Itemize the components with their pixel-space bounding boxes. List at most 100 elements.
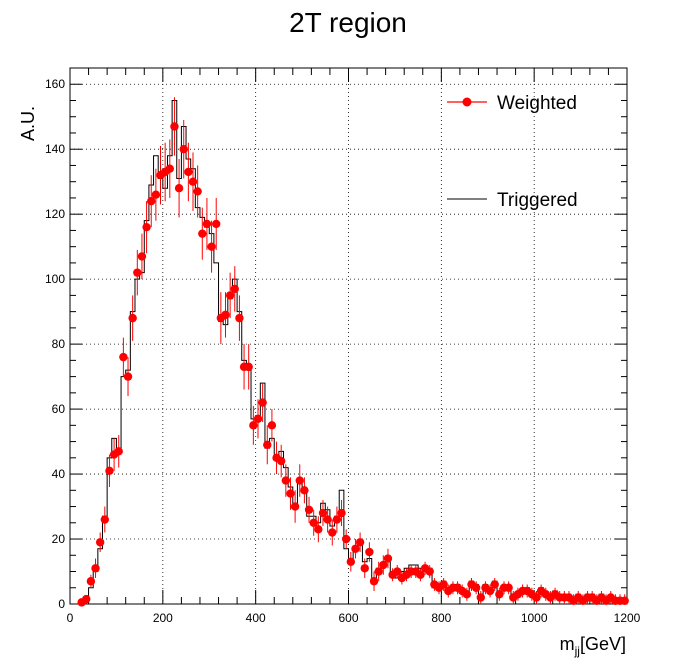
- x-axis-title-sub: jj: [574, 644, 580, 658]
- grid: [70, 68, 627, 604]
- weighted-point: [620, 596, 629, 605]
- weighted-point: [202, 219, 212, 229]
- weighted-point: [244, 362, 253, 372]
- legend-weighted-label: Weighted: [497, 93, 577, 114]
- weighted-point: [179, 145, 188, 154]
- weighted-point: [114, 447, 123, 456]
- weighted-point: [504, 583, 513, 592]
- weighted-point: [416, 570, 425, 579]
- weighted-point: [393, 567, 402, 576]
- legend: Weighted Triggered: [447, 93, 578, 211]
- y-tick-label: 140: [45, 142, 65, 156]
- weighted-point: [281, 476, 291, 485]
- weighted-point: [532, 593, 541, 602]
- weighted-point: [193, 187, 202, 196]
- weighted-point: [267, 421, 277, 430]
- weighted-point: [142, 222, 151, 232]
- weighted-point: [476, 593, 485, 602]
- weighted-point: [207, 242, 216, 251]
- weighted-point: [355, 538, 365, 547]
- x-axis-title-unit: [GeV]: [580, 634, 626, 654]
- weighted-point: [128, 313, 137, 323]
- weighted-point: [365, 547, 374, 557]
- weighted-point: [147, 196, 156, 206]
- legend-weighted-marker: [462, 97, 472, 107]
- x-tick-label: 600: [338, 611, 358, 625]
- weighted-point: [490, 580, 499, 589]
- weighted-point: [91, 564, 100, 573]
- weighted-point: [188, 177, 198, 186]
- weighted-point: [337, 508, 346, 518]
- weighted-point: [230, 284, 239, 294]
- weighted-point: [198, 229, 207, 238]
- y-tick-label: 0: [58, 597, 65, 611]
- weighted-point: [341, 534, 351, 544]
- weighted-point: [137, 252, 147, 261]
- weighted-point: [263, 440, 272, 450]
- weighted-point: [249, 421, 258, 430]
- legend-triggered-label: Triggered: [497, 190, 578, 211]
- weighted-point: [383, 554, 393, 563]
- weighted-point: [184, 167, 193, 177]
- y-tick-label: 60: [52, 402, 66, 416]
- axes: 0 200 400 600 800 1000 1200 0 20 40 60 80 100 120 140 1…: [45, 67, 641, 625]
- weighted-point: [290, 502, 300, 511]
- weighted-point: [485, 586, 495, 596]
- weighted-point: [276, 456, 286, 466]
- weighted-point: [495, 590, 504, 599]
- weighted-point: [425, 567, 434, 576]
- x-axis-title: mjj[GeV]: [560, 634, 626, 658]
- weighted-point: [439, 580, 448, 589]
- weighted-point: [258, 398, 267, 407]
- weighted-point: [318, 508, 328, 518]
- weighted-point: [323, 515, 332, 524]
- weighted-point: [133, 268, 142, 277]
- weighted-point: [221, 310, 230, 320]
- weighted-point: [300, 486, 309, 495]
- y-tick-label: 100: [45, 272, 65, 286]
- weighted-point: [346, 557, 356, 566]
- weighted-point: [151, 190, 161, 199]
- weighted-point: [332, 515, 342, 524]
- weighted-point: [304, 505, 314, 514]
- weighted-point: [119, 352, 128, 362]
- weighted-point: [212, 219, 221, 229]
- weighted-point: [369, 577, 379, 586]
- weighted-point: [360, 564, 369, 573]
- weighted-point: [471, 583, 481, 592]
- weighted-point: [309, 518, 318, 527]
- weighted-point: [351, 544, 360, 553]
- weighted-point: [100, 515, 110, 524]
- weighted-point: [253, 414, 263, 424]
- weighted-point: [165, 164, 174, 173]
- x-axis-title-main: m: [560, 634, 575, 654]
- weighted-point: [95, 538, 105, 547]
- weighted-point: [462, 590, 472, 599]
- x-tick-label: 1000: [521, 611, 548, 625]
- weighted-point: [328, 528, 337, 537]
- weighted-point: [105, 466, 114, 476]
- x-tick-label: 1200: [614, 611, 641, 625]
- weighted-point: [235, 313, 244, 323]
- y-tick-label: 20: [52, 532, 66, 546]
- weighted-point: [379, 560, 388, 570]
- y-tick-label: 160: [45, 77, 65, 91]
- weighted-series: [77, 97, 629, 607]
- x-tick-label: 400: [246, 611, 266, 625]
- weighted-point: [86, 577, 96, 586]
- x-tick-label: 0: [67, 611, 74, 625]
- weighted-point: [314, 525, 323, 534]
- y-axis-title: A.U.: [18, 106, 38, 141]
- chart-title: 2T region: [289, 7, 407, 38]
- weighted-point: [225, 291, 235, 300]
- weighted-point: [123, 372, 133, 381]
- y-tick-label: 80: [52, 337, 66, 351]
- y-tick-label: 40: [52, 467, 66, 481]
- weighted-point: [295, 476, 304, 485]
- x-tick-label: 800: [431, 611, 451, 625]
- weighted-point: [82, 594, 91, 604]
- weighted-point: [286, 489, 295, 498]
- x-tick-label: 200: [153, 611, 173, 625]
